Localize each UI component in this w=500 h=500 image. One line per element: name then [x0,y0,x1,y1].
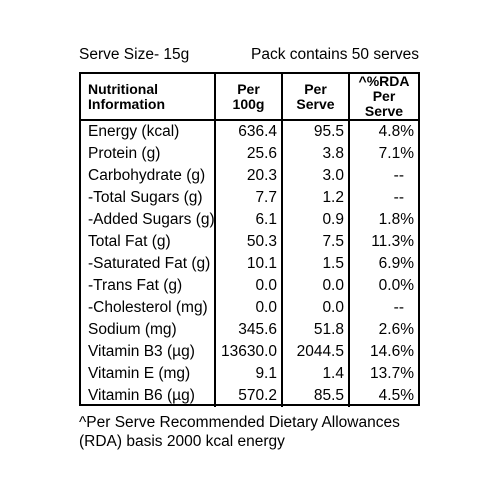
nutrition-table: Nutritional Information Per 100g Per Ser… [81,74,418,407]
per-100g-value: 570.2 [214,385,282,407]
per-100g-value: 636.4 [214,120,282,143]
nutrient-name: -Saturated Fat (g) [88,255,211,272]
nutrition-table-header: Nutritional Information Per 100g Per Ser… [81,73,418,121]
nutrient-name: -Added Sugars (g) [88,211,215,228]
per-serve-value: 1.4 [281,363,349,385]
serve-info: Serve Size- 15g Pack contains 50 serves [79,44,419,66]
header-nutritional-information: Nutritional Information [81,74,215,121]
per-serve-value: 3.8 [281,143,349,165]
per-serve-value: 0.0 [281,275,349,297]
rda-value: 11.3% [348,231,418,253]
header-per-serve: Per Serve [281,74,349,121]
per-100g-value: 7.7 [214,187,282,209]
header-line: Information [88,95,165,112]
header-line: Per Serve [364,88,404,119]
nutrient-name: Vitamin B6 (µg) [88,387,195,404]
per-serve-value: 51.8 [281,319,349,341]
nutrient-name: -Trans Fat (g) [88,277,183,294]
rda-value: 2.6% [348,319,418,341]
per-100g-value: 0.0 [214,275,282,297]
table-row: -Saturated Fat (g) 10.1 1.5 6.9% [81,253,418,275]
table-row: -Trans Fat (g) 0.0 0.0 0.0% [81,275,418,297]
per-100g-value: 9.1 [214,363,282,385]
table-row: Vitamin B6 (µg) 570.2 85.5 4.5% [81,385,418,407]
table-row: Carbohydrate (g) 20.3 3.0 -- [81,165,418,187]
per-100g-value: 20.3 [214,165,282,187]
table-row: Vitamin B3 (µg) 13630.0 2044.5 14.6% [81,341,418,363]
table-row: -Added Sugars (g) 6.1 0.9 1.8% [81,209,418,231]
header-line: Per [237,80,260,97]
header-line: Serve [296,95,335,112]
header-line: Per [304,80,327,97]
rda-value: -- [348,165,418,187]
rda-value: 13.7% [348,363,418,385]
nutrient-name: Total Fat (g) [88,233,171,250]
header-line: 100g [232,95,265,112]
table-row: -Total Sugars (g) 7.7 1.2 -- [81,187,418,209]
nutrient-name: Energy (kcal) [88,123,180,140]
table-row: Energy (kcal) 636.4 95.5 4.8% [81,120,418,143]
nutrient-name: Protein (g) [88,145,161,162]
rda-value: 6.9% [348,253,418,275]
serve-size: Serve Size- 15g [79,46,190,63]
table-row: Total Fat (g) 50.3 7.5 11.3% [81,231,418,253]
per-serve-value: 0.9 [281,209,349,231]
rda-value: 1.8% [348,209,418,231]
header-line: ^%RDA [358,73,410,89]
rda-value: 7.1% [348,143,418,165]
per-serve-value: 7.5 [281,231,349,253]
per-100g-value: 10.1 [214,253,282,275]
header-line: Nutritional [88,80,158,97]
per-serve-value: 0.0 [281,297,349,319]
nutrition-table-body: Energy (kcal) 636.4 95.5 4.8% Protein (g) 25.… [81,120,418,407]
per-serve-value: 1.5 [281,253,349,275]
nutrient-name: Sodium (mg) [88,321,177,338]
per-serve-value: 2044.5 [281,341,349,363]
rda-value: -- [348,187,418,209]
per-100g-value: 50.3 [214,231,282,253]
nutrient-name: Vitamin B3 (µg) [88,343,195,360]
pack-contains: Pack contains 50 serves [250,46,419,63]
table-row: -Cholesterol (mg) 0.0 0.0 -- [81,297,418,319]
rda-value: 4.5% [348,385,418,407]
footnote-line: ^Per Serve Recommended Dietary Allowance… [79,414,400,431]
header-per-100g: Per 100g [214,74,282,121]
table-row: Vitamin E (mg) 9.1 1.4 13.7% [81,363,418,385]
per-100g-value: 13630.0 [214,341,282,363]
header-rda-per-serve: ^%RDA Per Serve [348,73,418,121]
per-serve-value: 95.5 [281,120,349,143]
per-100g-value: 0.0 [214,297,282,319]
nutrient-name: -Cholesterol (mg) [88,299,208,316]
footnote: ^Per Serve Recommended Dietary Allowance… [79,413,439,451]
per-serve-value: 3.0 [281,165,349,187]
per-100g-value: 345.6 [214,319,282,341]
rda-value: -- [348,297,418,319]
rda-value: 14.6% [348,341,418,363]
table-row: Protein (g) 25.6 3.8 7.1% [81,143,418,165]
per-100g-value: 25.6 [214,143,282,165]
rda-value: 4.8% [348,120,418,143]
per-serve-value: 85.5 [281,385,349,407]
footnote-line: (RDA) basis 2000 kcal energy [79,433,285,450]
rda-value: 0.0% [348,275,418,297]
per-serve-value: 1.2 [281,187,349,209]
nutrition-table-panel: Nutritional Information Per 100g Per Ser… [79,72,420,407]
table-row: Sodium (mg) 345.6 51.8 2.6% [81,319,418,341]
nutrient-name: -Total Sugars (g) [88,189,203,206]
nutrient-name: Vitamin E (mg) [88,365,191,382]
nutrient-name: Carbohydrate (g) [88,167,206,184]
per-100g-value: 6.1 [214,209,282,231]
